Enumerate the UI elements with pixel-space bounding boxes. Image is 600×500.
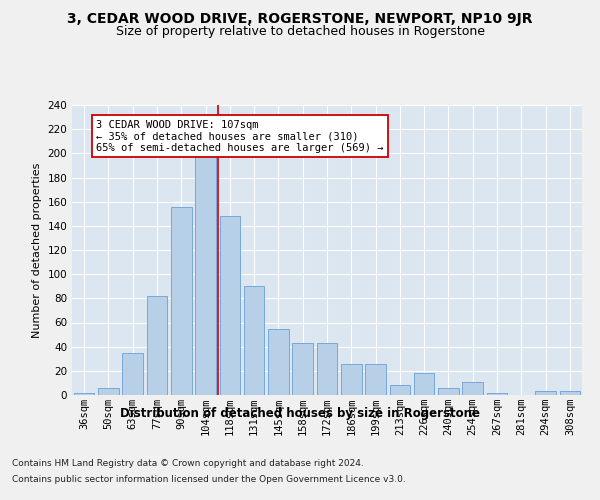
Bar — [463, 382, 483, 395]
Text: 3, CEDAR WOOD DRIVE, ROGERSTONE, NEWPORT, NP10 9JR: 3, CEDAR WOOD DRIVE, ROGERSTONE, NEWPORT… — [67, 12, 533, 26]
Bar — [220, 216, 240, 395]
Y-axis label: Number of detached properties: Number of detached properties — [32, 162, 42, 338]
Text: 3 CEDAR WOOD DRIVE: 107sqm
← 35% of detached houses are smaller (310)
65% of sem: 3 CEDAR WOOD DRIVE: 107sqm ← 35% of deta… — [96, 120, 384, 152]
Text: Size of property relative to detached houses in Rogerstone: Size of property relative to detached ho… — [115, 25, 485, 38]
Bar — [74, 392, 94, 395]
Bar — [292, 343, 313, 395]
Bar — [414, 373, 434, 395]
Text: Contains public sector information licensed under the Open Government Licence v3: Contains public sector information licen… — [12, 475, 406, 484]
Bar — [195, 151, 216, 395]
Bar — [317, 343, 337, 395]
Text: Distribution of detached houses by size in Rogerstone: Distribution of detached houses by size … — [120, 408, 480, 420]
Bar — [244, 286, 265, 395]
Bar — [146, 296, 167, 395]
Text: Contains HM Land Registry data © Crown copyright and database right 2024.: Contains HM Land Registry data © Crown c… — [12, 458, 364, 468]
Bar — [389, 386, 410, 395]
Bar — [341, 364, 362, 395]
Bar — [438, 388, 459, 395]
Bar — [171, 206, 191, 395]
Bar — [560, 392, 580, 395]
Bar — [487, 392, 508, 395]
Bar — [535, 392, 556, 395]
Bar — [268, 328, 289, 395]
Bar — [365, 364, 386, 395]
Bar — [98, 388, 119, 395]
Bar — [122, 352, 143, 395]
